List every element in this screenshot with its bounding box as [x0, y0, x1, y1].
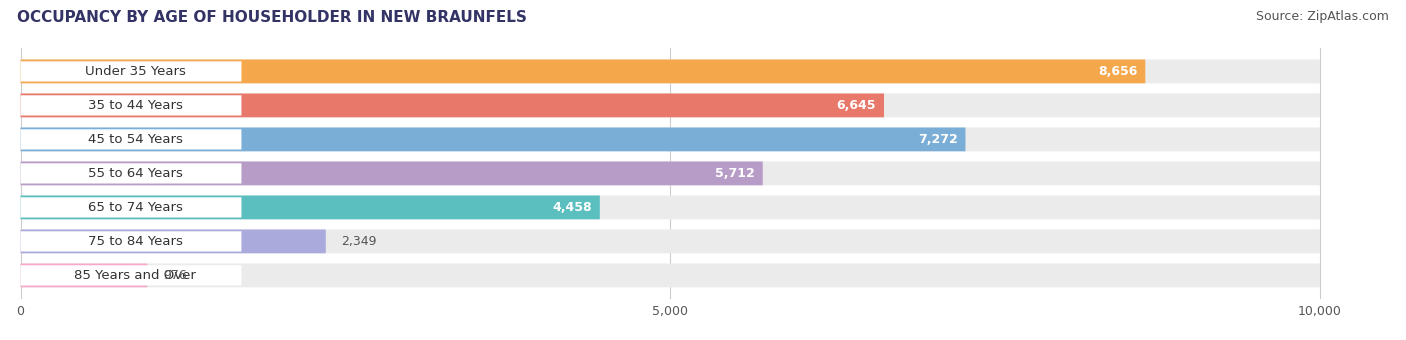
Text: 6,645: 6,645	[837, 99, 876, 112]
FancyBboxPatch shape	[21, 264, 148, 287]
FancyBboxPatch shape	[21, 94, 884, 117]
FancyBboxPatch shape	[21, 195, 600, 219]
FancyBboxPatch shape	[21, 195, 1320, 219]
Text: Source: ZipAtlas.com: Source: ZipAtlas.com	[1256, 10, 1389, 23]
FancyBboxPatch shape	[21, 59, 1146, 83]
FancyBboxPatch shape	[21, 162, 1320, 185]
FancyBboxPatch shape	[21, 230, 1320, 253]
FancyBboxPatch shape	[21, 163, 242, 184]
Text: OCCUPANCY BY AGE OF HOUSEHOLDER IN NEW BRAUNFELS: OCCUPANCY BY AGE OF HOUSEHOLDER IN NEW B…	[17, 10, 527, 25]
Text: 2,349: 2,349	[342, 235, 377, 248]
Text: Under 35 Years: Under 35 Years	[84, 65, 186, 78]
Text: 7,272: 7,272	[918, 133, 957, 146]
Text: 976: 976	[163, 269, 187, 282]
FancyBboxPatch shape	[21, 230, 326, 253]
FancyBboxPatch shape	[21, 265, 242, 286]
FancyBboxPatch shape	[21, 128, 1320, 151]
FancyBboxPatch shape	[21, 94, 1320, 117]
Text: 75 to 84 Years: 75 to 84 Years	[89, 235, 183, 248]
FancyBboxPatch shape	[21, 264, 1320, 287]
FancyBboxPatch shape	[21, 59, 1320, 83]
Text: 85 Years and Over: 85 Years and Over	[75, 269, 197, 282]
FancyBboxPatch shape	[21, 197, 242, 218]
Text: 35 to 44 Years: 35 to 44 Years	[89, 99, 183, 112]
Text: 4,458: 4,458	[553, 201, 592, 214]
Text: 8,656: 8,656	[1098, 65, 1137, 78]
FancyBboxPatch shape	[21, 231, 242, 252]
Text: 45 to 54 Years: 45 to 54 Years	[89, 133, 183, 146]
Text: 55 to 64 Years: 55 to 64 Years	[89, 167, 183, 180]
FancyBboxPatch shape	[21, 129, 242, 150]
FancyBboxPatch shape	[21, 95, 242, 116]
Text: 65 to 74 Years: 65 to 74 Years	[89, 201, 183, 214]
FancyBboxPatch shape	[21, 162, 763, 185]
Text: 5,712: 5,712	[716, 167, 755, 180]
FancyBboxPatch shape	[21, 61, 242, 82]
FancyBboxPatch shape	[21, 128, 966, 151]
